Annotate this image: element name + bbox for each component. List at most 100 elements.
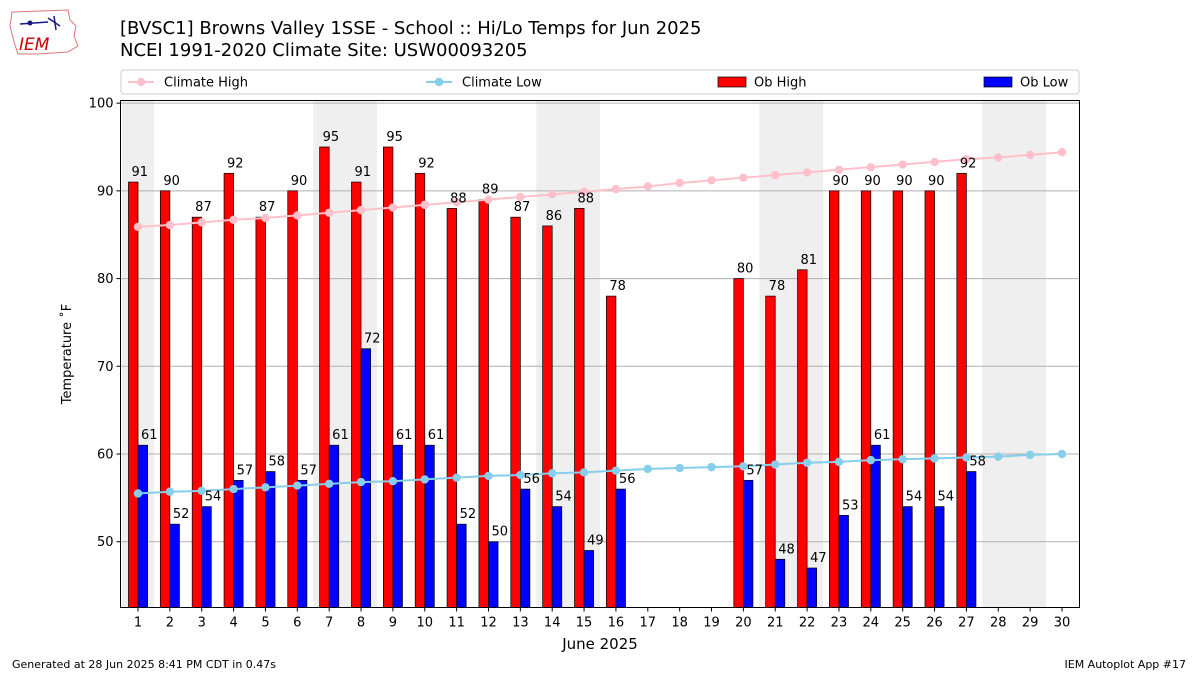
climate-low-point-29 — [1025, 450, 1035, 460]
ob-high-bar-12 — [478, 199, 489, 608]
ob-high-label-2: 90 — [163, 174, 180, 189]
x-tick-label-15: 15 — [576, 616, 593, 631]
climate-low-point-22 — [802, 458, 812, 467]
ob-high-bar-16 — [606, 295, 617, 608]
ob-high-bar-6 — [287, 190, 298, 608]
weekend-band-29 — [1014, 100, 1047, 608]
climate-high-point-3 — [197, 218, 206, 227]
x-tick-label-8: 8 — [357, 616, 365, 631]
ob-high-bar-27 — [956, 172, 967, 608]
climate-low-point-6 — [293, 481, 302, 490]
ob-low-bar-11 — [456, 523, 467, 608]
ob-low-label-26: 54 — [938, 490, 955, 505]
ob-low-bar-26 — [934, 506, 945, 608]
x-tick-label-27: 27 — [958, 616, 975, 631]
ob-low-bar-14 — [551, 506, 563, 608]
y-axis-label: Temperature ˚F — [59, 304, 75, 405]
x-tick-label-22: 22 — [799, 616, 816, 631]
climate-low-point-7 — [324, 479, 334, 489]
ob-low-label-23: 53 — [842, 498, 859, 513]
legend-climate-high-label: Climate High — [164, 76, 248, 91]
ob-low-bar-12 — [488, 541, 499, 608]
ob-high-bar-24 — [860, 190, 872, 608]
x-tick-label-28: 28 — [990, 616, 1007, 631]
ob-high-label-15: 88 — [578, 191, 595, 206]
x-tick-label-29: 29 — [1022, 616, 1039, 631]
climate-low-point-11 — [452, 473, 461, 482]
ob-high-bar-15 — [574, 208, 585, 608]
y-tick-label-60: 60 — [97, 447, 114, 462]
ob-low-label-8: 72 — [364, 332, 381, 347]
climate-high-point-27 — [962, 155, 971, 164]
climate-low-point-17 — [643, 464, 652, 474]
ob-low-bar-7 — [328, 444, 340, 608]
bars — [128, 146, 977, 608]
ob-low-bar-1 — [137, 444, 148, 608]
ob-high-label-8: 91 — [354, 165, 371, 180]
ob-high-label-26: 90 — [928, 174, 945, 189]
x-tick-label-4: 4 — [229, 616, 237, 631]
climate-lines — [133, 148, 1067, 498]
x-tick-label-5: 5 — [261, 616, 269, 631]
ob-low-bar-22 — [806, 567, 818, 608]
ob-low-label-21: 48 — [778, 542, 795, 557]
climate-low-point-30 — [1057, 449, 1067, 459]
legend-climate-low-marker — [434, 77, 444, 87]
y-tick-label-80: 80 — [97, 272, 114, 287]
climate-high-line — [137, 151, 1063, 228]
climate-low-point-24 — [866, 455, 876, 465]
ob-high-label-11: 88 — [450, 191, 467, 206]
ob-high-label-9: 95 — [386, 130, 403, 145]
ob-high-label-3: 87 — [195, 200, 212, 215]
ob-high-bar-1 — [128, 181, 139, 608]
ob-high-bar-10 — [414, 172, 426, 608]
y-tick-label-100: 100 — [89, 97, 114, 112]
climate-high-point-24 — [866, 162, 876, 172]
climate-high-point-16 — [611, 184, 621, 194]
x-tick-label-12: 12 — [480, 616, 497, 631]
climate-high-point-21 — [771, 170, 780, 180]
ob-low-label-20: 57 — [746, 463, 763, 478]
legend-ob-high-label: Ob High — [754, 76, 807, 91]
ob-high-bar-26 — [924, 190, 935, 608]
y-tick-label-70: 70 — [97, 360, 114, 375]
ob-high-bar-8 — [351, 181, 362, 608]
climate-high-point-17 — [643, 182, 652, 191]
climate-low-point-3 — [197, 486, 206, 496]
climate-low-point-28 — [994, 452, 1003, 461]
climate-high-point-12 — [484, 195, 493, 204]
ob-low-label-24: 61 — [874, 428, 891, 443]
x-tick-label-14: 14 — [544, 616, 561, 631]
ob-high-label-6: 90 — [291, 174, 308, 189]
legend-box — [120, 69, 1080, 95]
ob-high-label-5: 87 — [259, 200, 276, 215]
x-tick-label-21: 21 — [767, 616, 784, 631]
ob-high-label-22: 81 — [801, 253, 818, 268]
x-tick-label-19: 19 — [703, 616, 720, 631]
ob-low-bar-6 — [296, 479, 308, 608]
ob-high-bar-23 — [829, 190, 840, 608]
ob-low-label-4: 57 — [237, 463, 254, 478]
ob-high-label-14: 86 — [546, 209, 563, 224]
ob-high-label-4: 92 — [227, 156, 244, 171]
x-tick-label-20: 20 — [735, 616, 752, 631]
iem-logo-text: IEM — [19, 35, 50, 55]
ob-high-bar-2 — [159, 190, 171, 608]
ob-low-bar-24 — [870, 444, 881, 608]
x-tick-label-9: 9 — [389, 616, 397, 631]
ob-low-bar-15 — [583, 550, 594, 608]
x-tick-label-6: 6 — [293, 616, 301, 631]
climate-high-point-20 — [739, 173, 748, 182]
climate-low-point-26 — [930, 454, 939, 463]
climate-high-point-7 — [324, 208, 334, 217]
ob-high-label-23: 90 — [832, 174, 849, 189]
ob-low-label-13: 56 — [523, 472, 540, 487]
legend-climate-high-marker — [136, 77, 146, 87]
ob-high-label-7: 95 — [323, 130, 340, 145]
x-tick-label-23: 23 — [831, 616, 848, 631]
climate-high-point-6 — [293, 211, 302, 220]
climate-low-line — [137, 452, 1063, 495]
ob-low-bar-25 — [902, 506, 913, 608]
ob-high-label-1: 91 — [131, 165, 148, 180]
